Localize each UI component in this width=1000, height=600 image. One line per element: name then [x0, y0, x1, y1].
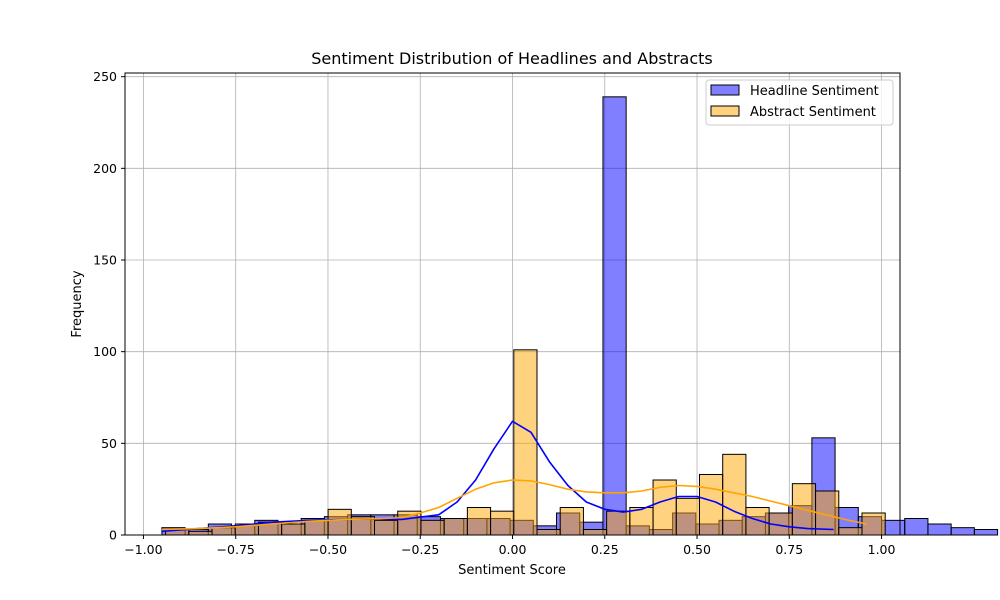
abstract-bar-5 — [281, 523, 306, 536]
abstract-bar-11 — [420, 519, 445, 536]
headline-bar-34 — [950, 527, 975, 536]
headline-bar-35 — [973, 529, 999, 536]
y-tick-label-2: 100 — [93, 344, 117, 359]
abstract-bar-10 — [397, 510, 422, 536]
abstract-bars — [165, 349, 886, 536]
abstract-kde-line — [161, 479, 867, 531]
abstract-bar-9 — [374, 519, 399, 536]
legend-label-headline: Headline Sentiment — [750, 84, 879, 99]
x-tick-label-6: 0.50 — [683, 542, 711, 557]
x-axis-label: Sentiment Score — [458, 563, 566, 578]
abstract-bar-12 — [443, 518, 468, 536]
abstract-bar-16 — [536, 529, 561, 536]
abstract-bar-15 — [513, 349, 538, 536]
legend: Headline Sentiment Abstract Sentiment — [705, 79, 894, 126]
x-tick-label-2: −0.50 — [309, 542, 347, 557]
abstract-bar-6 — [304, 519, 329, 536]
y-tick-label-5: 250 — [93, 69, 117, 84]
abstract-bar-13 — [466, 507, 492, 536]
legend-box — [705, 79, 894, 126]
y-axis-label: Frequency — [70, 270, 85, 337]
x-tick-label-4: 0.00 — [499, 542, 527, 557]
abstract-bar-1 — [188, 530, 213, 536]
headline-bar-33 — [927, 523, 952, 536]
y-axis-ticks: 0 50 100 150 200 250 — [93, 69, 125, 543]
y-tick-label-0: 0 — [109, 528, 117, 543]
abstract-bar-22 — [675, 497, 700, 536]
abstract-bar-14 — [490, 510, 515, 536]
abstract-bar-18 — [582, 529, 608, 536]
x-tick-label-8: 1.00 — [868, 542, 896, 557]
abstract-bar-20 — [629, 507, 654, 536]
x-tick-label-1: −0.75 — [217, 542, 255, 557]
abstract-bar-25 — [745, 507, 770, 536]
abstract-bar-2 — [211, 527, 236, 536]
abstract-bar-7 — [327, 508, 352, 536]
legend-swatch-abstract — [710, 105, 740, 117]
x-tick-label-3: −0.25 — [401, 542, 439, 557]
chart-title: Sentiment Distribution of Headlines and … — [311, 49, 713, 68]
legend-label-abstract: Abstract Sentiment — [750, 105, 876, 120]
legend-swatch-headline — [710, 84, 740, 96]
abstract-bar-19 — [606, 510, 631, 536]
y-tick-label-3: 150 — [93, 253, 117, 268]
abstract-bar-17 — [559, 507, 584, 536]
headline-bar-19 — [602, 96, 627, 536]
x-tick-label-5: 0.25 — [591, 542, 619, 557]
x-tick-label-0: −1.00 — [124, 542, 162, 557]
headline-bar-32 — [904, 518, 929, 536]
y-tick-label-4: 200 — [93, 161, 117, 176]
x-axis-ticks: −1.00 −0.75 −0.50 −0.25 0.00 0.25 0.50 0.75 1.00 — [124, 535, 896, 557]
y-tick-label-1: 50 — [101, 436, 117, 451]
x-tick-label-7: 0.75 — [775, 542, 803, 557]
abstract-bar-29 — [838, 527, 863, 536]
kde-curves — [161, 420, 867, 533]
